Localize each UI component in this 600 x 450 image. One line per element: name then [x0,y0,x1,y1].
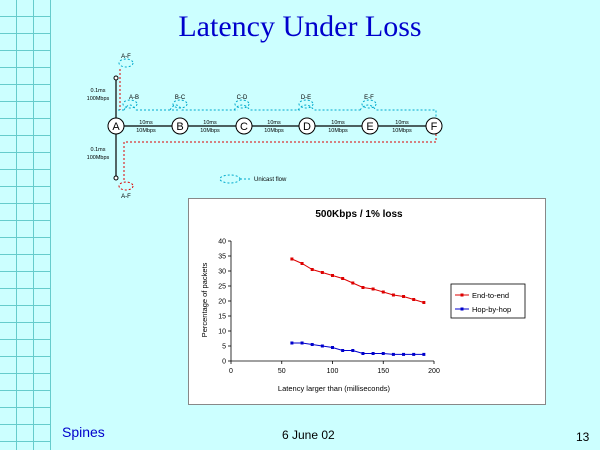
y-tick-label: 5 [222,344,226,351]
svg-text:C: C [240,121,248,133]
data-point-hop-by-hop [341,349,345,352]
chart-panel: 500Kbps / 1% loss 0 5 10 15 20 25 30 35 40 0 50 100… [188,198,546,405]
data-point-end-to-end [391,293,395,297]
y-tick-label: 25 [218,284,226,291]
data-point-end-to-end [310,268,314,271]
links [115,80,426,176]
latency-chart: 500Kbps / 1% loss 0 5 10 15 20 25 30 35 40 0 50 100… [200,209,526,393]
svg-text:10ms: 10ms [139,120,153,126]
data-point-hop-by-hop [412,352,416,356]
svg-text:10ms: 10ms [203,120,217,126]
svg-text:100Mbps: 100Mbps [87,96,110,102]
af-flows [118,69,437,191]
svg-text:0.1ms: 0.1ms [91,147,106,153]
data-point-end-to-end [300,262,304,265]
svg-text:D: D [303,121,311,133]
y-axis-label: Percentage of packets [200,262,209,337]
data-point-end-to-end [412,298,416,301]
node-c: C [235,117,253,135]
flow-label-af-top: A-F [121,54,131,60]
x-tick-label: 200 [428,368,440,375]
data-point-hop-by-hop [310,343,314,346]
data-point-hop-by-hop [361,352,365,355]
flow-label-ef: E-F [364,95,374,101]
data-point-end-to-end [361,286,365,289]
data-point-hop-by-hop [290,341,294,345]
svg-text:E: E [366,121,373,133]
node-f: F [425,117,443,135]
data-point-hop-by-hop [391,352,395,356]
svg-text:10ms: 10ms [267,120,281,126]
flow-label-af-bottom: A-F [121,194,131,200]
y-tick-label: 40 [218,239,226,246]
node-b: B [171,117,189,135]
y-tick-label: 15 [218,314,226,321]
flow-label-de: D-E [301,95,311,101]
data-point-hop-by-hop [331,346,334,349]
data-point-hop-by-hop [320,344,324,348]
flow-label-bc: B-C [175,95,186,101]
svg-text:10ms: 10ms [331,120,345,126]
series-line-end-to-end [291,258,424,303]
link-labels: 10ms 10Mbps 10ms 10Mbps 10ms 10Mbps 10ms 10M… [87,88,412,161]
flow-labels: A-F A-B B-C C-D D-E E-F A-F [121,54,374,200]
node-e: E [361,117,379,135]
svg-text:A: A [112,121,120,133]
top-flows [115,58,437,120]
data-point-end-to-end [422,301,426,304]
svg-text:10Mbps: 10Mbps [328,128,348,134]
footer-label: Spines [62,424,105,440]
node-d: D [298,117,316,135]
flow-label-ab: A-B [129,95,139,101]
nodes: A B C D E F [107,117,443,135]
svg-text:F: F [431,121,438,133]
slide-title: Latency Under Loss [178,10,422,43]
data-point-end-to-end [402,295,406,298]
y-tick-label: 35 [218,254,226,261]
svg-text:10Mbps: 10Mbps [264,128,284,134]
svg-text:10Mbps: 10Mbps [392,128,412,134]
svg-text:100Mbps: 100Mbps [87,155,110,161]
chart-title: 500Kbps / 1% loss [315,209,403,220]
data-point-hop-by-hop [351,349,355,352]
y-tick-label: 20 [218,299,226,306]
x-tick-label: 150 [377,368,389,375]
x-tick-label: 100 [327,368,339,375]
svg-text:0.1ms: 0.1ms [91,88,106,94]
data-point-end-to-end [381,290,385,294]
page-number: 13 [576,430,590,444]
data-point-hop-by-hop [422,352,426,356]
legend-end-to-end: End-to-end [472,291,509,300]
data-point-hop-by-hop [371,352,375,355]
chart-legend: End-to-end Hop-by-hop [450,283,526,319]
svg-text:B: B [176,121,183,133]
svg-text:10Mbps: 10Mbps [200,128,220,134]
svg-text:10Mbps: 10Mbps [136,128,156,134]
x-tick-label: 50 [278,368,286,375]
data-point-end-to-end [320,271,324,274]
x-axis-label: Latency larger than (milliseconds) [278,384,391,393]
data-point-end-to-end [351,281,355,285]
y-tick-label: 0 [222,359,226,366]
diagram-legend-label: Unicast flow [254,177,287,183]
flow-label-cd: C-D [237,95,248,101]
data-point-hop-by-hop [300,341,304,345]
y-tick-label: 10 [218,329,226,336]
data-point-end-to-end [371,287,375,291]
series-line-hop-by-hop [291,342,424,355]
data-point-hop-by-hop [381,352,385,355]
data-point-end-to-end [331,274,334,277]
x-tick-label: 0 [229,368,233,375]
data-point-end-to-end [290,257,294,261]
data-point-hop-by-hop [402,352,406,356]
y-tick-label: 30 [218,269,226,276]
diagram-legend: Unicast flow [219,174,287,184]
legend-hop-by-hop: Hop-by-hop [472,305,511,314]
node-a: A [107,117,125,135]
footer-date: 6 June 02 [282,428,335,442]
svg-text:10ms: 10ms [395,120,409,126]
data-point-end-to-end [341,277,345,280]
